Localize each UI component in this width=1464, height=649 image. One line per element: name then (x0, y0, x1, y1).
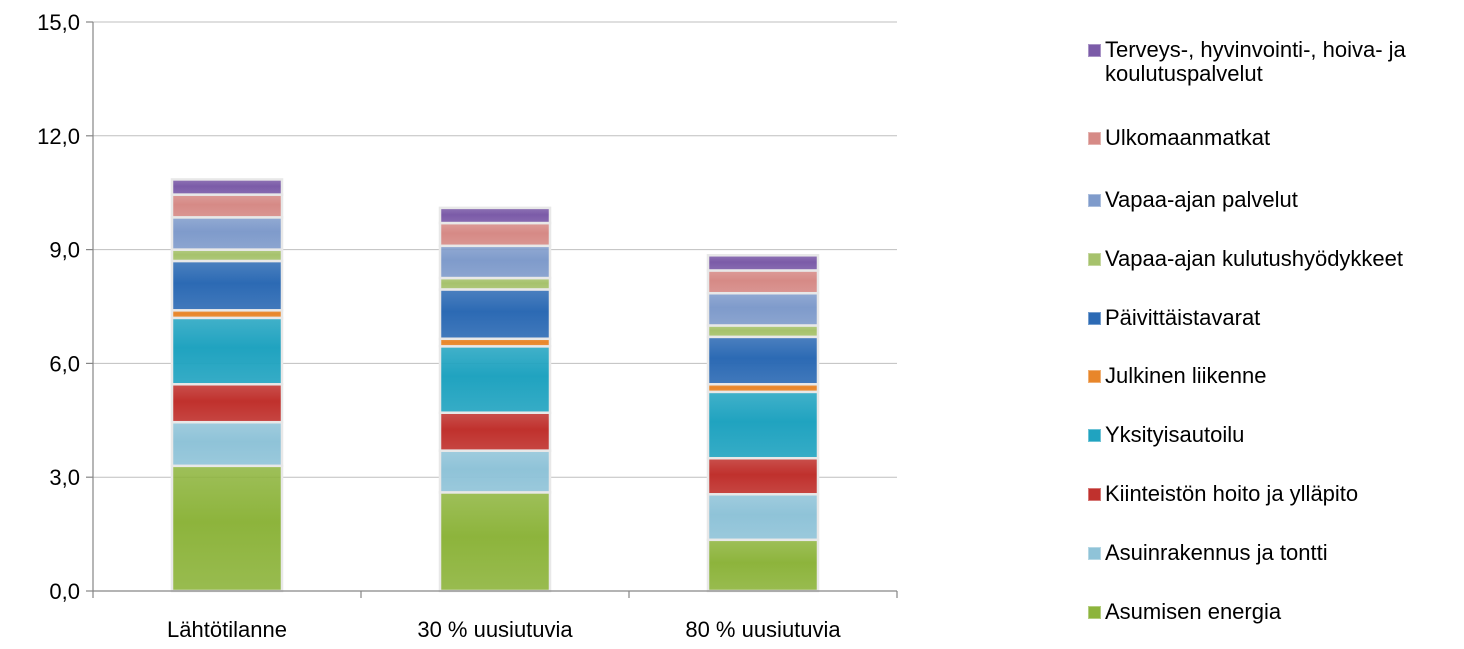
bar-segment (438, 491, 552, 593)
legend-label: Vapaa-ajan kulutushyödykkeet (1105, 246, 1404, 271)
bar-segment (170, 193, 284, 219)
bar-segment (706, 456, 820, 496)
bar-segment (438, 449, 552, 494)
bar-segment (706, 254, 820, 272)
y-tick-label: 6,0 (49, 351, 80, 376)
bar-segment (438, 288, 552, 340)
bar-segment (170, 420, 284, 468)
y-tick-label: 15,0 (37, 10, 80, 35)
bar-segment (438, 345, 552, 414)
legend-swatch (1088, 194, 1101, 207)
legend-label: Ulkomaanmatkat (1105, 125, 1271, 150)
y-tick-labels: 0,0 3,0 6,0 9,0 12,0 15,0 (37, 10, 80, 604)
legend-swatch (1088, 488, 1101, 501)
y-tick-label: 3,0 (49, 465, 80, 490)
y-tick-label: 9,0 (49, 238, 80, 263)
legend-swatch (1088, 370, 1101, 383)
axes (86, 21, 898, 598)
bar-segment (706, 269, 820, 295)
legend: Terveys-, hyvinvointi-, hoiva- ja koulut… (1088, 0, 1458, 649)
bar-segment (438, 276, 552, 291)
x-tick-label: 30 % uusiutuvia (417, 617, 573, 642)
bar-segment (170, 178, 284, 196)
legend-item: Vapaa-ajan palvelut (1088, 188, 1450, 212)
legend-item: Yksityisautoilu (1088, 423, 1450, 447)
legend-label: Asuinrakennus ja tontti (1105, 540, 1328, 565)
legend-swatch (1088, 606, 1101, 619)
bar-segment (170, 383, 284, 424)
legend-item: Asuinrakennus ja tontti (1088, 541, 1450, 565)
bar-segment (706, 324, 820, 339)
bar-segment (438, 206, 552, 225)
bar-segment (706, 493, 820, 542)
legend-label: Asumisen energia (1105, 599, 1282, 624)
bar-segment (170, 259, 284, 312)
legend-item: Päivittäistavarat (1088, 306, 1450, 330)
bar-segment (438, 221, 552, 248)
legend-label: Terveys-, hyvinvointi-, hoiva- ja koulut… (1105, 37, 1406, 86)
legend-label: Päivittäistavarat (1105, 305, 1261, 330)
bar-segment (706, 291, 820, 327)
legend-swatch (1088, 132, 1101, 145)
legend-swatch (1088, 312, 1101, 325)
bar-segment (706, 538, 820, 593)
legend-item: Asumisen energia (1088, 600, 1450, 624)
bar-segment (170, 248, 284, 263)
y-tick-label: 0,0 (49, 579, 80, 604)
bar-segment (706, 335, 820, 386)
legend-swatch (1088, 429, 1101, 442)
legend-item: Ulkomaanmatkat (1088, 126, 1450, 150)
bar-segment (706, 390, 820, 460)
legend-item: Terveys-, hyvinvointi-, hoiva- ja koulut… (1088, 38, 1450, 86)
bar-segment (438, 411, 552, 452)
legend-label: Vapaa-ajan palvelut (1105, 187, 1298, 212)
x-tick-label: Lähtötilanne (167, 617, 287, 642)
legend-swatch (1088, 253, 1101, 266)
legend-item: Vapaa-ajan kulutushyödykkeet (1088, 247, 1450, 271)
legend-item: Kiinteistön hoito ja ylläpito (1088, 482, 1450, 506)
bar-segment (170, 464, 284, 593)
bars (170, 178, 820, 593)
legend-swatch (1088, 547, 1101, 560)
legend-label: Julkinen liikenne (1105, 363, 1267, 388)
bar-segment (170, 316, 284, 386)
legend-swatch (1088, 44, 1101, 57)
bar-segment (170, 216, 284, 251)
bar-segment (438, 244, 552, 280)
x-tick-labels: Lähtötilanne 30 % uusiutuvia 80 % uusiutuv… (167, 617, 841, 642)
legend-item: Julkinen liikenne (1088, 364, 1450, 388)
legend-label: Yksityisautoilu (1105, 422, 1245, 447)
legend-label: Kiinteistön hoito ja ylläpito (1105, 481, 1359, 506)
y-tick-label: 12,0 (37, 124, 80, 149)
x-tick-label: 80 % uusiutuvia (685, 617, 841, 642)
